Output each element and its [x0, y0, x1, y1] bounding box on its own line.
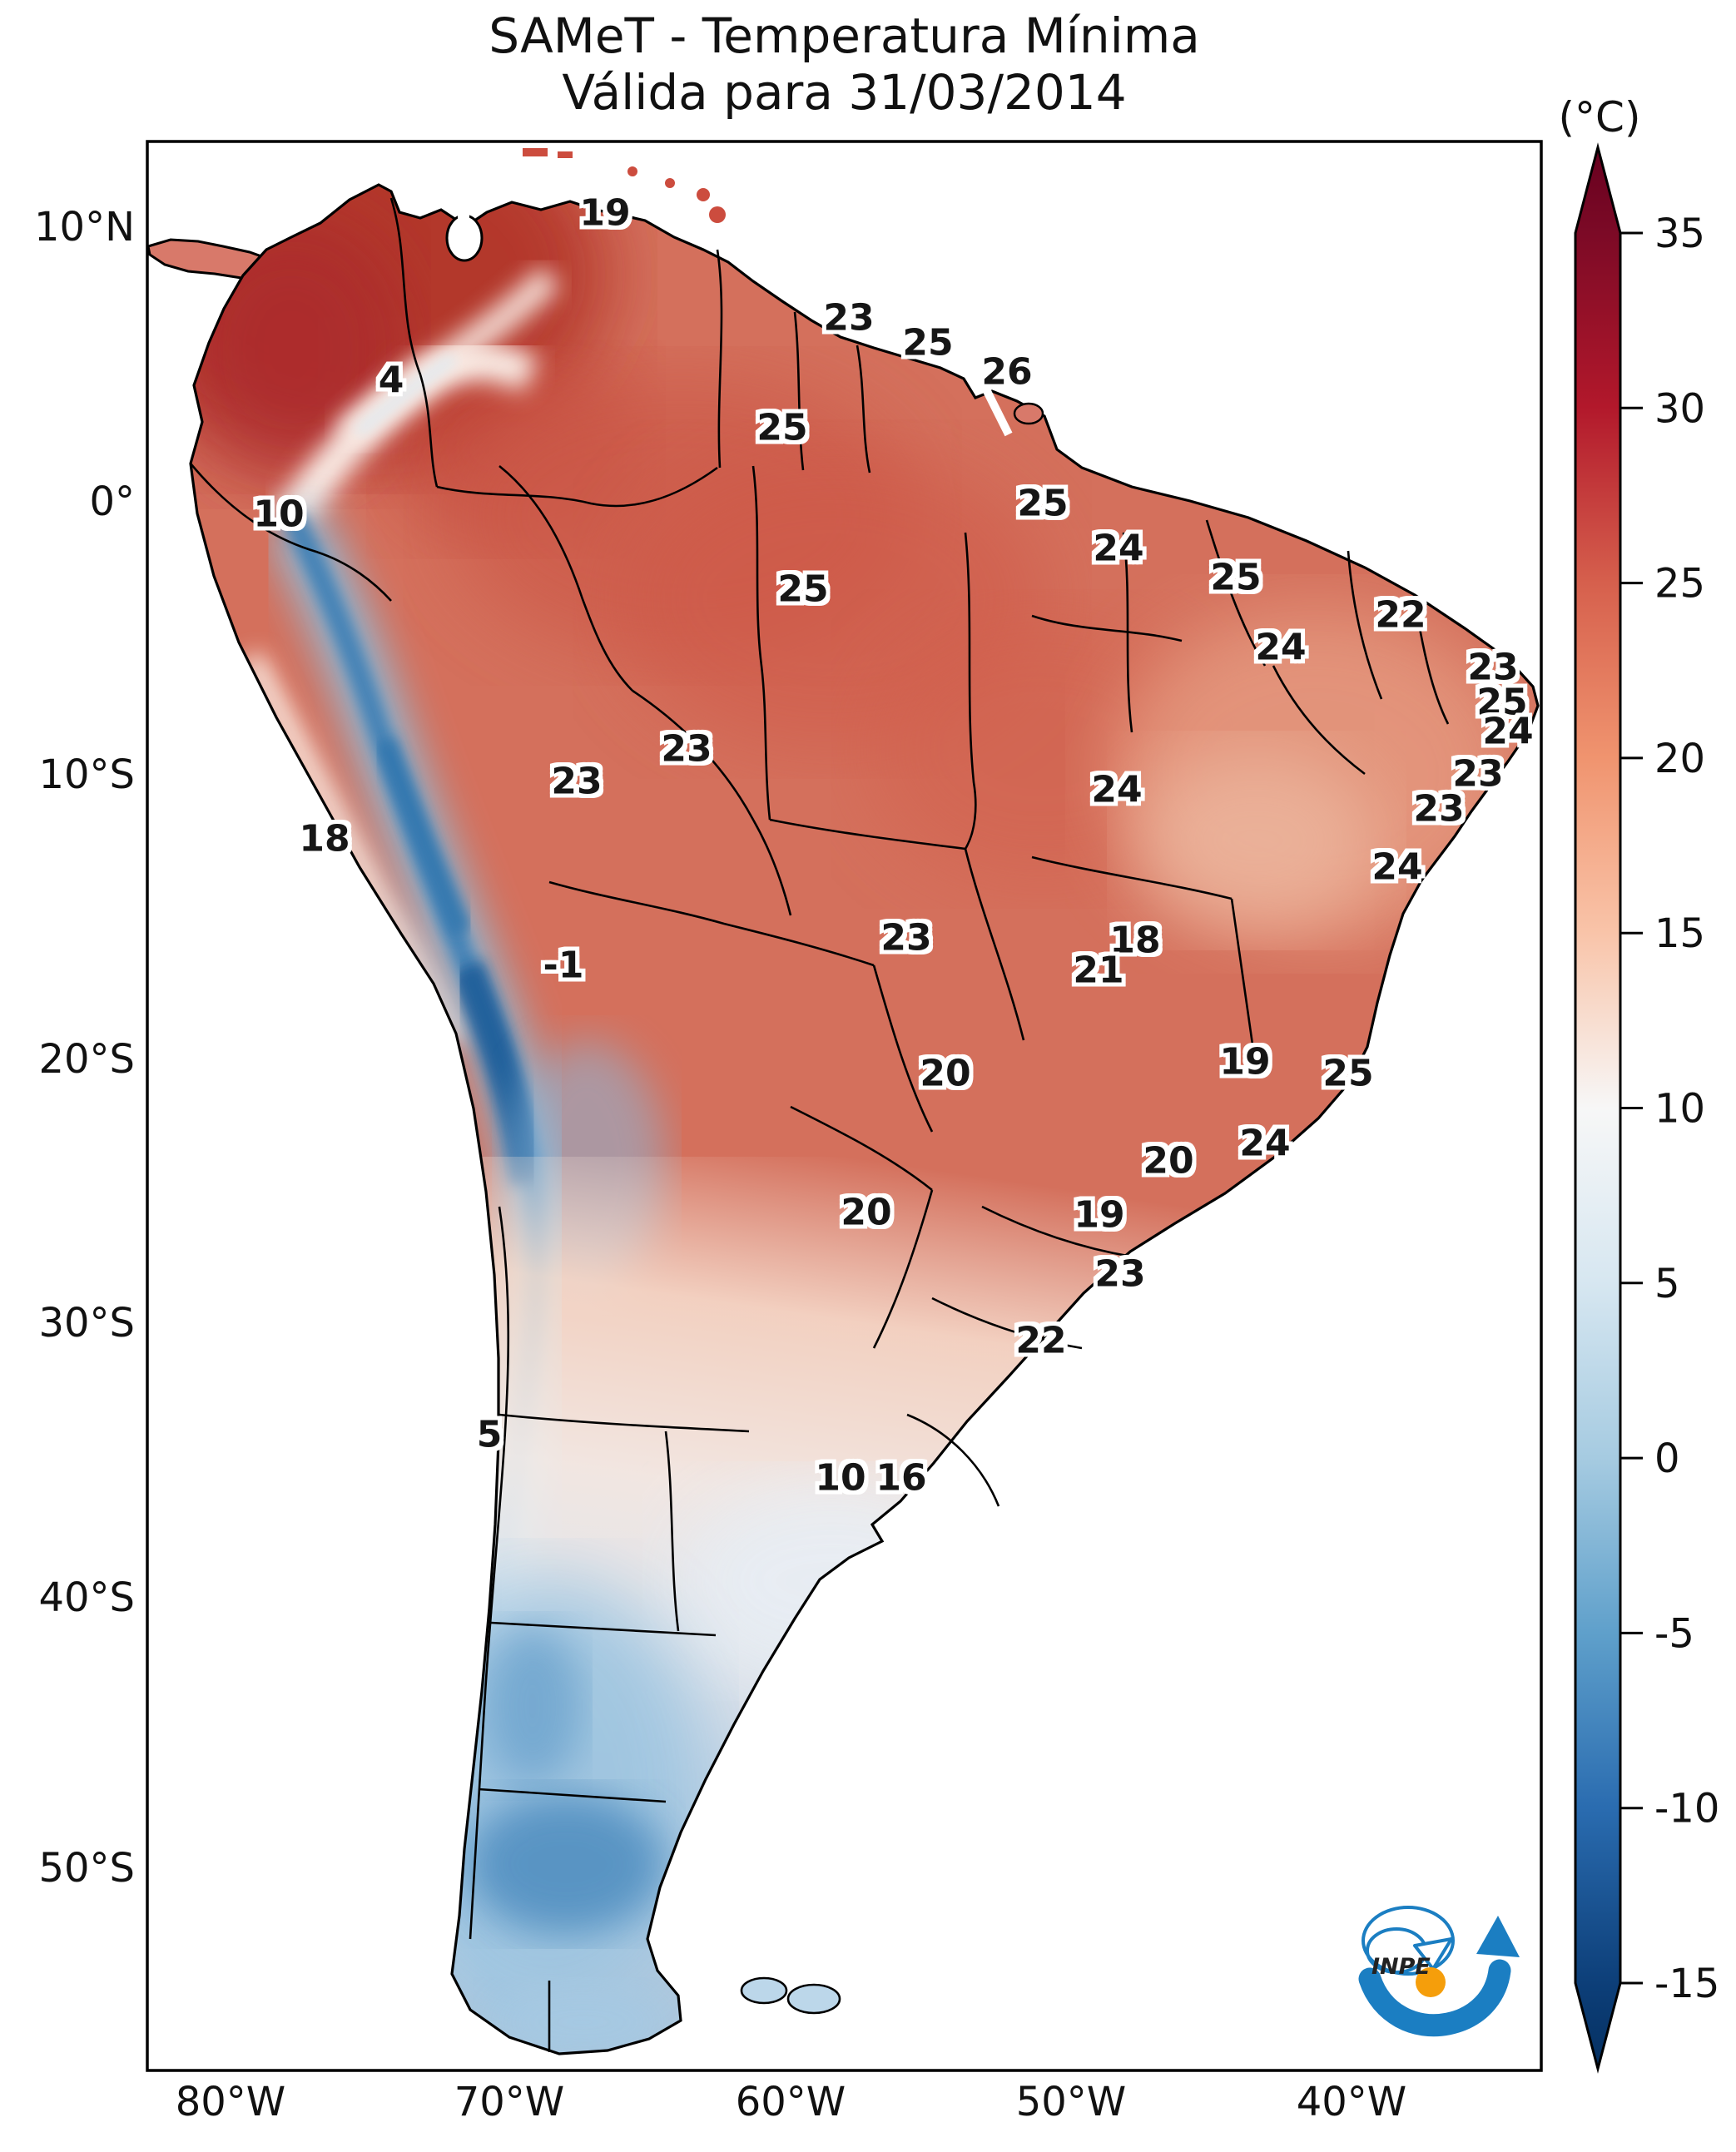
colorbar-tick-label: -5 [1654, 1610, 1694, 1657]
temp-label: 22 [1375, 593, 1426, 637]
lat-tick-label: 50°S [38, 1845, 135, 1892]
amazon-mouth [982, 387, 1044, 437]
plot-frame [146, 140, 1543, 2072]
lat-tick-label: 40°S [38, 1574, 135, 1621]
colorbar-tick-label: 30 [1654, 385, 1705, 432]
temp-label: 24 [1482, 710, 1534, 753]
temp-label: 23 [551, 760, 603, 803]
caribbean-islands [523, 148, 726, 223]
continent-temperature-field [191, 185, 1538, 2054]
colorbar: 35 30 25 20 15 10 5 0 -5 -10 -15 [1574, 142, 1719, 2074]
temp-label: 22 [1015, 1319, 1067, 1362]
temp-label: 25 [777, 568, 829, 611]
temp-label: 21 [1073, 949, 1124, 992]
colorbar-tick-label: 25 [1654, 561, 1705, 607]
temp-label: 18 [299, 817, 350, 860]
south-america-coastline [189, 183, 1540, 2055]
temp-label: 24 [1371, 845, 1423, 889]
temp-label: 16 [875, 1456, 927, 1500]
temp-label: 26 [981, 350, 1033, 394]
colorbar-ticks: 35 30 25 20 15 10 5 0 -5 -10 -15 [1620, 211, 1719, 2007]
temp-label: 25 [1476, 681, 1528, 724]
falkland-islands [740, 1976, 841, 2015]
temp-label: 25 [1017, 482, 1069, 525]
logo-down-arrowhead [1413, 1937, 1453, 1971]
lon-tick-label: 50°W [1015, 2079, 1127, 2125]
logo-text: INPE [1371, 1954, 1431, 1980]
temp-label: 25 [902, 321, 954, 364]
lat-tick-label: 30°S [38, 1300, 135, 1346]
colorbar-tick-label: 20 [1654, 736, 1705, 782]
colorbar-tick-label: -10 [1654, 1786, 1719, 1832]
lon-tick-label: 40°W [1296, 2079, 1407, 2125]
temp-label: 25 [1322, 1052, 1374, 1095]
lon-tick-label: 60°W [735, 2079, 846, 2125]
temp-label: 23 [1467, 646, 1519, 689]
figure-subtitle: Válida para 31/03/2014 [562, 64, 1127, 121]
temp-label: 19 [1074, 1193, 1125, 1237]
lake-maracaibo [445, 210, 484, 262]
temp-label: 4 [378, 359, 404, 402]
logo-swoosh [1358, 1959, 1511, 2037]
country-state-borders [190, 197, 1450, 2052]
temp-label: 23 [1094, 1252, 1146, 1296]
lon-tick-label: 80°W [175, 2079, 286, 2125]
temp-label: 19 [1219, 1040, 1271, 1083]
lat-tick-label: 20°S [38, 1036, 135, 1083]
temp-label: 19 [579, 191, 631, 235]
colorbar-unit-label: (°C) [1558, 93, 1641, 141]
colorbar-tick-label: 5 [1654, 1261, 1680, 1307]
temp-label: 23 [880, 916, 932, 959]
lat-tick-label: 10°N [34, 204, 135, 250]
lat-tick-label: 10°S [38, 751, 135, 798]
temp-label: 5 [476, 1413, 503, 1456]
inpe-logo: INPE [1358, 1906, 1520, 2037]
colorbar-tick-label: -15 [1654, 1961, 1719, 2007]
temp-label: 20 [920, 1052, 971, 1095]
logo-orange-dot [1416, 1967, 1446, 1997]
temp-label: 25 [756, 406, 808, 449]
colorbar-tick-label: 0 [1654, 1435, 1680, 1482]
plot-area [147, 148, 1540, 2055]
temp-label: 10 [253, 493, 305, 536]
temp-label: -1 [543, 944, 584, 987]
temp-label: 23 [1452, 752, 1504, 796]
temp-label: 20 [841, 1191, 892, 1234]
temp-label: 10 [815, 1456, 866, 1500]
temp-label: 18 [1109, 919, 1161, 962]
temp-label: 23 [1413, 787, 1465, 831]
lon-tick-label: 70°W [454, 2079, 565, 2125]
figure-title: SAMeT - Temperatura Mínima [489, 7, 1200, 64]
temp-label: 24 [1091, 768, 1143, 811]
lat-tick-label: 0° [89, 478, 135, 525]
colorbar-bar [1574, 142, 1622, 2074]
temp-label: 24 [1255, 626, 1307, 669]
colorbar-tick-label: 10 [1654, 1086, 1705, 1133]
temp-label: 23 [823, 296, 875, 340]
temp-label: 20 [1143, 1139, 1194, 1183]
temp-label: 23 [661, 727, 712, 771]
temp-label: 25 [1210, 556, 1262, 599]
colorbar-tick-label: 35 [1654, 211, 1705, 257]
temp-label: 24 [1239, 1122, 1291, 1165]
logo-up-arrowhead [1476, 1916, 1520, 1957]
temp-label: 24 [1093, 527, 1144, 570]
colorbar-tick-label: 15 [1654, 910, 1705, 957]
